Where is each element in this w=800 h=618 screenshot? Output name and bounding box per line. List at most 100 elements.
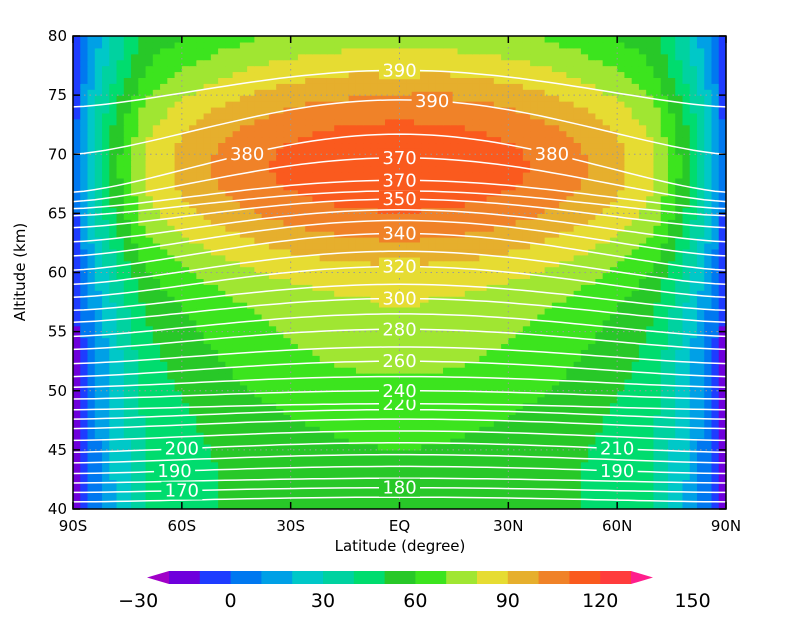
field-cell xyxy=(443,479,451,486)
field-cell xyxy=(290,183,299,191)
field-cell xyxy=(341,325,350,333)
field-cell xyxy=(326,302,335,309)
field-cell xyxy=(363,183,372,191)
field-cell xyxy=(537,266,546,274)
field-cell xyxy=(87,349,96,356)
field-cell xyxy=(131,378,139,386)
field-cell xyxy=(704,461,713,469)
field-cell xyxy=(261,449,270,457)
field-cell xyxy=(718,432,726,439)
field-cell xyxy=(551,219,560,226)
field-cell xyxy=(399,313,408,321)
field-cell xyxy=(123,213,132,220)
field-cell xyxy=(551,455,560,463)
field-cell xyxy=(341,378,350,386)
field-cell xyxy=(537,225,546,232)
field-cell xyxy=(696,213,705,220)
field-cell xyxy=(167,307,176,315)
field-cell xyxy=(428,467,437,475)
field-cell xyxy=(711,307,720,315)
field-cell xyxy=(522,319,531,327)
field-cell xyxy=(283,426,292,433)
field-cell xyxy=(203,296,212,303)
field-cell xyxy=(551,479,560,486)
field-cell xyxy=(305,497,314,504)
field-cell xyxy=(247,207,255,214)
field-cell xyxy=(268,307,277,315)
field-cell xyxy=(363,384,372,392)
field-cell xyxy=(203,361,212,368)
field-cell xyxy=(305,248,314,256)
field-cell xyxy=(530,248,538,256)
field-cell xyxy=(617,384,626,392)
field-cell xyxy=(515,367,524,374)
field-cell xyxy=(464,384,473,392)
field-cell xyxy=(283,260,292,268)
field-cell xyxy=(696,248,705,256)
field-cell xyxy=(116,503,125,509)
field-cell xyxy=(305,467,314,475)
field-cell xyxy=(276,467,285,475)
field-cell xyxy=(152,367,161,374)
field-cell xyxy=(268,313,277,321)
field-cell xyxy=(472,260,480,268)
field-cell xyxy=(189,302,197,309)
field-cell xyxy=(667,384,676,392)
field-cell xyxy=(551,414,560,421)
field-cell xyxy=(682,284,691,291)
field-cell xyxy=(414,461,422,469)
field-cell xyxy=(580,438,589,445)
field-cell xyxy=(334,438,343,445)
field-cell xyxy=(704,349,713,356)
field-cell xyxy=(551,272,560,280)
field-cell xyxy=(464,319,473,327)
field-cell xyxy=(486,396,495,404)
field-cell xyxy=(450,491,459,498)
field-cell xyxy=(160,290,168,297)
field-cell xyxy=(464,284,473,291)
field-cell xyxy=(305,479,314,486)
field-cell xyxy=(421,260,430,268)
field-cell xyxy=(508,497,517,504)
field-cell xyxy=(160,373,168,380)
field-cell xyxy=(609,491,618,498)
field-cell xyxy=(617,414,626,421)
field-cell xyxy=(370,367,379,374)
field-cell xyxy=(312,420,321,427)
field-cell xyxy=(472,373,480,380)
field-cell xyxy=(421,331,430,339)
field-cell xyxy=(370,473,379,481)
field-cell xyxy=(261,272,270,280)
field-cell xyxy=(145,213,154,220)
field-cell xyxy=(348,201,357,209)
field-cell xyxy=(189,278,197,285)
field-cell xyxy=(580,384,589,392)
field-cell xyxy=(167,420,176,427)
field-cell xyxy=(326,443,335,451)
field-cell xyxy=(297,278,306,285)
field-cell xyxy=(689,284,698,291)
field-cell xyxy=(377,455,386,463)
field-cell xyxy=(247,225,255,232)
field-cell xyxy=(493,225,502,232)
field-cell xyxy=(638,426,647,433)
field-cell xyxy=(464,378,473,386)
field-cell xyxy=(522,272,531,280)
field-cell xyxy=(363,438,372,445)
field-cell xyxy=(667,443,676,451)
field-cell xyxy=(326,479,335,486)
field-cell xyxy=(580,337,589,345)
field-cell xyxy=(123,396,132,404)
field-cell xyxy=(247,201,255,209)
field-cell xyxy=(573,384,582,392)
field-cell xyxy=(145,390,154,398)
field-cell xyxy=(102,467,110,475)
field-cell xyxy=(102,402,110,410)
field-cell xyxy=(102,207,110,214)
field-cell xyxy=(631,349,640,356)
field-cell xyxy=(167,384,176,392)
field-cell xyxy=(464,497,473,504)
field-cell xyxy=(508,248,517,256)
field-cell xyxy=(573,503,582,509)
field-cell xyxy=(160,189,168,197)
